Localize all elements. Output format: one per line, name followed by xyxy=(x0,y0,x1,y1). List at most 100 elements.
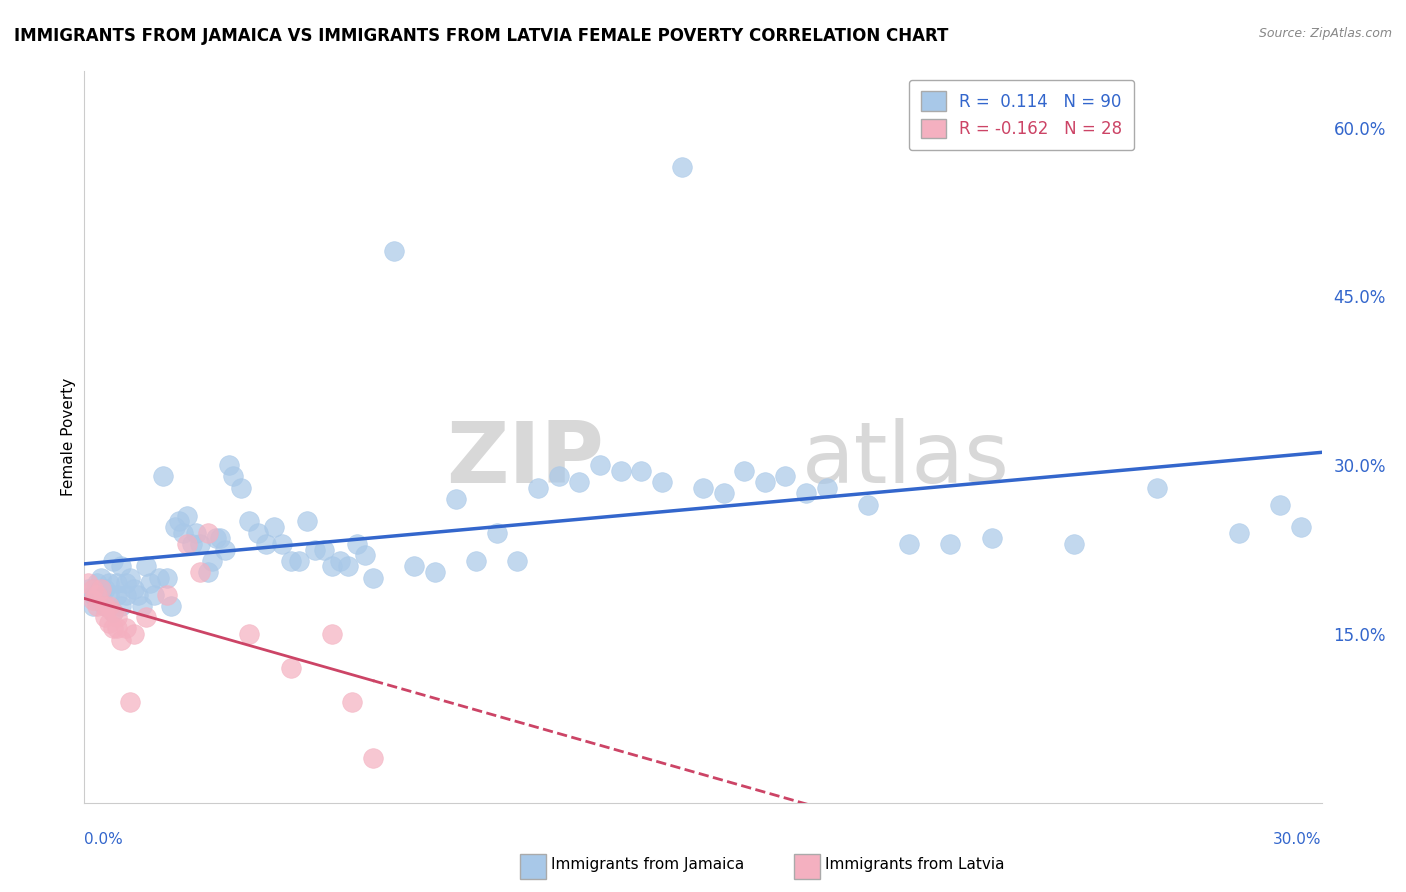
Point xyxy=(321,559,343,574)
Point xyxy=(713,486,735,500)
Point xyxy=(238,515,260,529)
Y-axis label: Female Poverty: Female Poverty xyxy=(60,378,76,496)
Point xyxy=(1063,537,1085,551)
Point xyxy=(754,475,776,489)
Point xyxy=(118,571,141,585)
Point xyxy=(222,469,245,483)
Text: Source: ZipAtlas.com: Source: ZipAtlas.com xyxy=(1258,27,1392,40)
Point xyxy=(152,469,174,483)
Point xyxy=(90,588,112,602)
Point xyxy=(775,469,797,483)
Point xyxy=(82,599,104,613)
Point xyxy=(246,525,269,540)
Point xyxy=(86,599,108,613)
Point xyxy=(188,537,211,551)
Text: 30.0%: 30.0% xyxy=(1274,832,1322,847)
Point xyxy=(167,515,190,529)
Point xyxy=(733,464,755,478)
Point xyxy=(280,661,302,675)
Text: atlas: atlas xyxy=(801,417,1010,500)
Point xyxy=(156,588,179,602)
Point xyxy=(692,481,714,495)
Point xyxy=(94,599,117,613)
Point xyxy=(201,554,224,568)
Point xyxy=(90,571,112,585)
Point xyxy=(238,627,260,641)
Point xyxy=(214,542,236,557)
Point xyxy=(105,588,128,602)
Point xyxy=(139,576,162,591)
Point xyxy=(148,571,170,585)
Point xyxy=(856,498,879,512)
Point xyxy=(114,621,136,635)
Point xyxy=(105,576,128,591)
Point xyxy=(197,565,219,579)
Point xyxy=(188,565,211,579)
Point xyxy=(103,621,125,635)
Point xyxy=(506,554,529,568)
Point xyxy=(94,610,117,624)
Point xyxy=(94,582,117,596)
Point xyxy=(98,615,121,630)
Point xyxy=(77,582,100,596)
Point xyxy=(630,464,652,478)
Point xyxy=(105,621,128,635)
Point xyxy=(304,542,326,557)
Point xyxy=(165,520,187,534)
Point xyxy=(98,599,121,613)
Point xyxy=(135,559,157,574)
Text: Immigrants from Jamaica: Immigrants from Jamaica xyxy=(551,857,744,872)
Point xyxy=(197,525,219,540)
Point xyxy=(271,537,294,551)
Point xyxy=(353,548,375,562)
Point xyxy=(444,491,467,506)
Point xyxy=(122,582,145,596)
Point xyxy=(143,588,166,602)
Point xyxy=(547,469,569,483)
Point xyxy=(82,582,104,596)
Point xyxy=(86,593,108,607)
Point xyxy=(135,610,157,624)
Point xyxy=(1146,481,1168,495)
Point xyxy=(180,537,202,551)
Point xyxy=(280,554,302,568)
Point xyxy=(127,588,149,602)
Point xyxy=(122,627,145,641)
Text: IMMIGRANTS FROM JAMAICA VS IMMIGRANTS FROM LATVIA FEMALE POVERTY CORRELATION CHA: IMMIGRANTS FROM JAMAICA VS IMMIGRANTS FR… xyxy=(14,27,949,45)
Point xyxy=(110,559,132,574)
Point xyxy=(205,532,228,546)
Point xyxy=(527,481,550,495)
Point xyxy=(312,542,335,557)
Point xyxy=(404,559,426,574)
Point xyxy=(176,508,198,523)
Point xyxy=(898,537,921,551)
Text: 0.0%: 0.0% xyxy=(84,832,124,847)
Point xyxy=(103,554,125,568)
Point xyxy=(98,588,121,602)
Point xyxy=(589,458,612,473)
Point xyxy=(361,751,384,765)
Point xyxy=(82,588,104,602)
Point xyxy=(980,532,1002,546)
Text: Immigrants from Latvia: Immigrants from Latvia xyxy=(825,857,1005,872)
Point xyxy=(86,588,108,602)
Point xyxy=(295,515,318,529)
Point xyxy=(218,458,240,473)
Point xyxy=(160,599,183,613)
Point xyxy=(229,481,252,495)
Point xyxy=(103,605,125,619)
Point xyxy=(465,554,488,568)
Point xyxy=(794,486,817,500)
Point xyxy=(77,576,100,591)
Point xyxy=(263,520,285,534)
Point xyxy=(423,565,446,579)
Point xyxy=(1227,525,1250,540)
Point xyxy=(184,525,207,540)
Point xyxy=(361,571,384,585)
Point xyxy=(651,475,673,489)
Point xyxy=(346,537,368,551)
Text: ZIP: ZIP xyxy=(446,417,605,500)
Point xyxy=(254,537,277,551)
Point xyxy=(288,554,311,568)
Point xyxy=(337,559,360,574)
